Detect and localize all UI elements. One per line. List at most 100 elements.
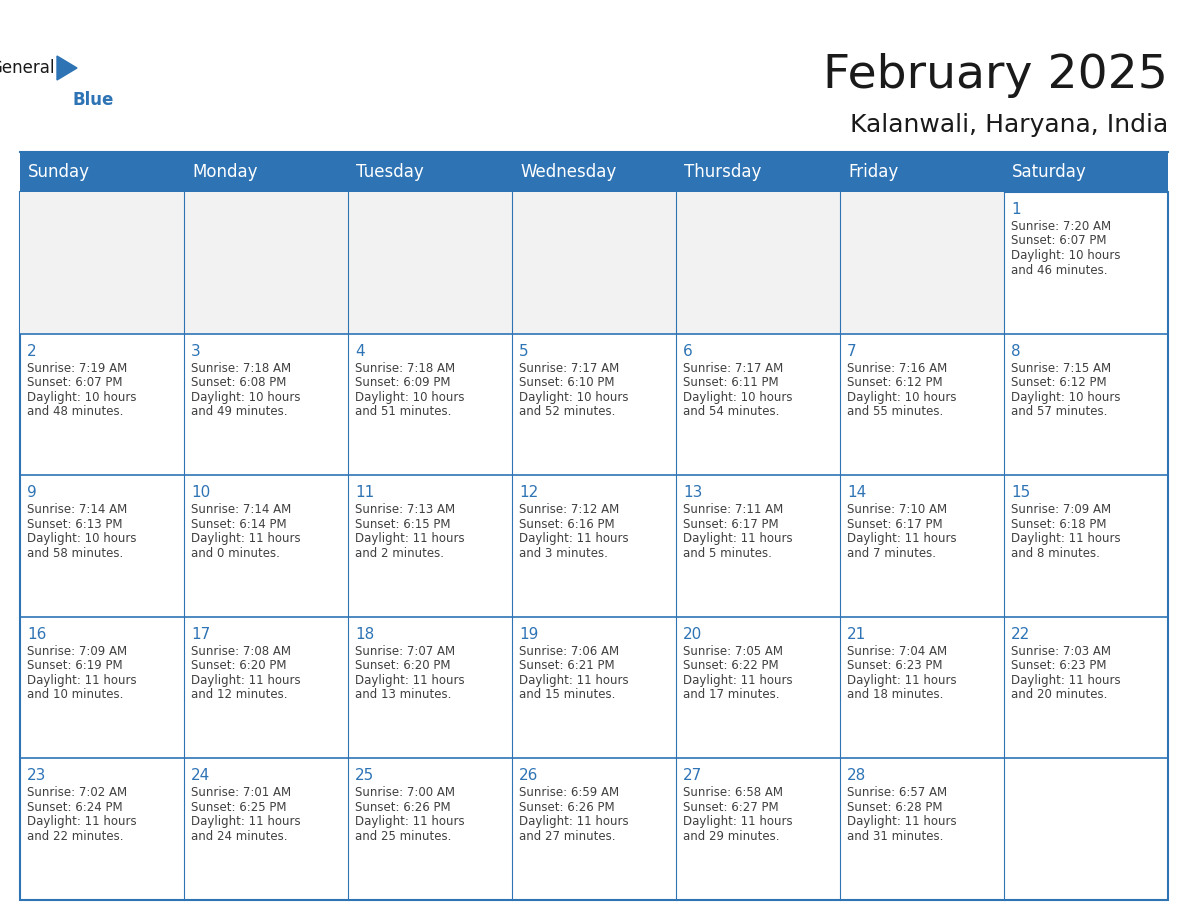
Text: Wednesday: Wednesday: [520, 163, 617, 181]
Text: Sunrise: 7:01 AM: Sunrise: 7:01 AM: [191, 787, 291, 800]
Text: and 10 minutes.: and 10 minutes.: [27, 688, 124, 701]
Text: General: General: [0, 59, 55, 77]
Text: and 12 minutes.: and 12 minutes.: [191, 688, 287, 701]
Text: Friday: Friday: [848, 163, 898, 181]
Text: Sunset: 6:17 PM: Sunset: 6:17 PM: [847, 518, 942, 531]
Text: Daylight: 10 hours: Daylight: 10 hours: [27, 532, 137, 545]
Text: Sunrise: 7:00 AM: Sunrise: 7:00 AM: [355, 787, 455, 800]
Text: Sunrise: 7:09 AM: Sunrise: 7:09 AM: [1011, 503, 1111, 516]
Text: Sunset: 6:21 PM: Sunset: 6:21 PM: [519, 659, 614, 672]
Text: Sunset: 6:07 PM: Sunset: 6:07 PM: [27, 376, 122, 389]
Text: Sunset: 6:18 PM: Sunset: 6:18 PM: [1011, 518, 1106, 531]
Text: 17: 17: [191, 627, 210, 642]
Text: Daylight: 11 hours: Daylight: 11 hours: [847, 815, 956, 828]
Text: and 13 minutes.: and 13 minutes.: [355, 688, 451, 701]
Text: Sunset: 6:12 PM: Sunset: 6:12 PM: [847, 376, 942, 389]
Text: Sunset: 6:26 PM: Sunset: 6:26 PM: [519, 800, 614, 814]
Text: and 25 minutes.: and 25 minutes.: [355, 830, 451, 843]
Text: Sunrise: 7:20 AM: Sunrise: 7:20 AM: [1011, 220, 1111, 233]
Text: 27: 27: [683, 768, 702, 783]
Text: Daylight: 10 hours: Daylight: 10 hours: [1011, 390, 1120, 404]
Text: 23: 23: [27, 768, 46, 783]
Text: Daylight: 11 hours: Daylight: 11 hours: [355, 532, 465, 545]
Bar: [20, 152, 1168, 192]
Text: and 54 minutes.: and 54 minutes.: [683, 405, 779, 418]
Text: Sunset: 6:16 PM: Sunset: 6:16 PM: [519, 518, 614, 531]
Text: 28: 28: [847, 768, 866, 783]
Text: 25: 25: [355, 768, 374, 783]
Text: Sunrise: 7:13 AM: Sunrise: 7:13 AM: [355, 503, 455, 516]
Text: Kalanwali, Haryana, India: Kalanwali, Haryana, India: [849, 113, 1168, 137]
Text: and 31 minutes.: and 31 minutes.: [847, 830, 943, 843]
Text: and 17 minutes.: and 17 minutes.: [683, 688, 779, 701]
Text: Sunrise: 7:06 AM: Sunrise: 7:06 AM: [519, 644, 619, 658]
Text: Sunrise: 7:16 AM: Sunrise: 7:16 AM: [847, 362, 947, 375]
Text: and 29 minutes.: and 29 minutes.: [683, 830, 779, 843]
Text: Sunset: 6:12 PM: Sunset: 6:12 PM: [1011, 376, 1107, 389]
Text: Sunrise: 7:14 AM: Sunrise: 7:14 AM: [191, 503, 291, 516]
Text: Daylight: 10 hours: Daylight: 10 hours: [355, 390, 465, 404]
Text: Sunrise: 7:10 AM: Sunrise: 7:10 AM: [847, 503, 947, 516]
Text: Sunset: 6:08 PM: Sunset: 6:08 PM: [191, 376, 286, 389]
Text: Sunrise: 7:18 AM: Sunrise: 7:18 AM: [191, 362, 291, 375]
Text: Daylight: 11 hours: Daylight: 11 hours: [191, 532, 301, 545]
Text: Daylight: 11 hours: Daylight: 11 hours: [683, 815, 792, 828]
Text: Daylight: 11 hours: Daylight: 11 hours: [191, 674, 301, 687]
Bar: [20, 192, 1004, 333]
Text: and 5 minutes.: and 5 minutes.: [683, 547, 772, 560]
Text: 10: 10: [191, 486, 210, 500]
Text: Sunrise: 7:03 AM: Sunrise: 7:03 AM: [1011, 644, 1111, 658]
Text: Daylight: 10 hours: Daylight: 10 hours: [1011, 249, 1120, 262]
Text: 16: 16: [27, 627, 46, 642]
Text: 19: 19: [519, 627, 538, 642]
Text: Sunset: 6:10 PM: Sunset: 6:10 PM: [519, 376, 614, 389]
Text: 6: 6: [683, 343, 693, 359]
Text: Sunset: 6:09 PM: Sunset: 6:09 PM: [355, 376, 450, 389]
Text: Daylight: 11 hours: Daylight: 11 hours: [683, 532, 792, 545]
Text: 15: 15: [1011, 486, 1030, 500]
Text: 18: 18: [355, 627, 374, 642]
Text: and 22 minutes.: and 22 minutes.: [27, 830, 124, 843]
Text: 8: 8: [1011, 343, 1020, 359]
Text: February 2025: February 2025: [823, 52, 1168, 97]
Text: and 18 minutes.: and 18 minutes.: [847, 688, 943, 701]
Text: 2: 2: [27, 343, 37, 359]
Text: Sunset: 6:24 PM: Sunset: 6:24 PM: [27, 800, 122, 814]
Text: and 7 minutes.: and 7 minutes.: [847, 547, 936, 560]
Text: Sunrise: 7:08 AM: Sunrise: 7:08 AM: [191, 644, 291, 658]
Text: and 48 minutes.: and 48 minutes.: [27, 405, 124, 418]
Text: 3: 3: [191, 343, 201, 359]
Text: Sunrise: 7:19 AM: Sunrise: 7:19 AM: [27, 362, 127, 375]
Text: and 57 minutes.: and 57 minutes.: [1011, 405, 1107, 418]
Text: Daylight: 11 hours: Daylight: 11 hours: [27, 674, 137, 687]
Text: Sunday: Sunday: [29, 163, 90, 181]
Text: and 0 minutes.: and 0 minutes.: [191, 547, 280, 560]
Text: Sunrise: 7:04 AM: Sunrise: 7:04 AM: [847, 644, 947, 658]
Polygon shape: [57, 56, 77, 80]
Text: Daylight: 10 hours: Daylight: 10 hours: [191, 390, 301, 404]
Text: Sunrise: 7:15 AM: Sunrise: 7:15 AM: [1011, 362, 1111, 375]
Text: Sunrise: 7:14 AM: Sunrise: 7:14 AM: [27, 503, 127, 516]
Text: Thursday: Thursday: [684, 163, 762, 181]
Text: Sunset: 6:27 PM: Sunset: 6:27 PM: [683, 800, 778, 814]
Text: Saturday: Saturday: [1012, 163, 1087, 181]
Text: 13: 13: [683, 486, 702, 500]
Text: Sunrise: 7:17 AM: Sunrise: 7:17 AM: [519, 362, 619, 375]
Text: Daylight: 11 hours: Daylight: 11 hours: [847, 532, 956, 545]
Text: 11: 11: [355, 486, 374, 500]
Text: Sunset: 6:20 PM: Sunset: 6:20 PM: [355, 659, 450, 672]
Text: 14: 14: [847, 486, 866, 500]
Text: Sunset: 6:13 PM: Sunset: 6:13 PM: [27, 518, 122, 531]
Text: Sunrise: 7:02 AM: Sunrise: 7:02 AM: [27, 787, 127, 800]
Text: Daylight: 11 hours: Daylight: 11 hours: [1011, 532, 1120, 545]
Text: and 51 minutes.: and 51 minutes.: [355, 405, 451, 418]
Text: 21: 21: [847, 627, 866, 642]
Text: and 58 minutes.: and 58 minutes.: [27, 547, 124, 560]
Text: Sunrise: 7:18 AM: Sunrise: 7:18 AM: [355, 362, 455, 375]
Text: 7: 7: [847, 343, 857, 359]
Text: 24: 24: [191, 768, 210, 783]
Text: Daylight: 11 hours: Daylight: 11 hours: [683, 674, 792, 687]
Text: Daylight: 11 hours: Daylight: 11 hours: [1011, 674, 1120, 687]
Text: Sunrise: 6:58 AM: Sunrise: 6:58 AM: [683, 787, 783, 800]
Text: Daylight: 11 hours: Daylight: 11 hours: [355, 674, 465, 687]
